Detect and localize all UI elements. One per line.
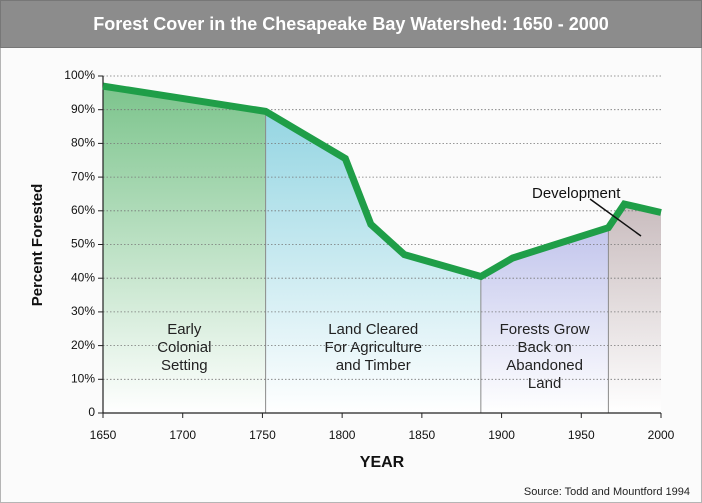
y-tick-label: 60% bbox=[71, 203, 95, 217]
region-label: Land Cleared bbox=[328, 321, 418, 338]
region bbox=[265, 111, 481, 413]
region-label: Colonial bbox=[157, 339, 211, 356]
region-label: Setting bbox=[161, 357, 208, 374]
y-axis-label: Percent Forested bbox=[29, 184, 46, 307]
y-tick-label: 100% bbox=[64, 68, 95, 82]
y-tick-label: 70% bbox=[71, 169, 95, 183]
region-label: Forests Grow bbox=[500, 321, 590, 338]
x-tick-label: 1850 bbox=[409, 428, 436, 442]
x-tick-label: 1900 bbox=[488, 428, 515, 442]
chart-title: Forest Cover in the Chesapeake Bay Water… bbox=[93, 14, 609, 34]
x-axis-label: YEAR bbox=[360, 454, 405, 471]
region-label: Abandoned bbox=[506, 357, 583, 374]
y-tick-label: 40% bbox=[71, 270, 95, 284]
y-tick-label: 50% bbox=[71, 237, 95, 251]
y-tick-label: 20% bbox=[71, 338, 95, 352]
region-label: Land bbox=[528, 375, 561, 392]
region-label: and Timber bbox=[336, 357, 411, 374]
region bbox=[103, 86, 266, 414]
x-tick-label: 1750 bbox=[249, 428, 276, 442]
y-tick-label: 80% bbox=[71, 136, 95, 150]
x-tick-label: 1800 bbox=[329, 428, 356, 442]
annotation: Development bbox=[532, 185, 621, 202]
y-tick-label: 10% bbox=[71, 371, 95, 385]
annotation-arrow bbox=[589, 198, 642, 237]
region-label: Early bbox=[167, 321, 202, 338]
x-tick-label: 1950 bbox=[568, 428, 595, 442]
y-tick-label: 90% bbox=[71, 102, 95, 116]
y-tick-label: 30% bbox=[71, 304, 95, 318]
region bbox=[480, 227, 609, 413]
plot: 0 10% 20% 30% 40% 50% 60% 70% 80% 90% 100% 1650 1700… bbox=[64, 68, 674, 442]
region-label: Back on bbox=[518, 339, 572, 356]
x-tick-label: 2000 bbox=[648, 428, 675, 442]
title-bar bbox=[0, 0, 702, 48]
region-label: For Agriculture bbox=[324, 339, 422, 356]
forest-line bbox=[102, 82, 662, 281]
y-tick-label: 0 bbox=[88, 405, 95, 419]
source: Source: Todd and Mountford 1994 bbox=[524, 486, 690, 498]
x-tick-label: 1700 bbox=[169, 428, 196, 442]
region bbox=[608, 204, 661, 413]
x-tick-label: 1650 bbox=[90, 428, 117, 442]
